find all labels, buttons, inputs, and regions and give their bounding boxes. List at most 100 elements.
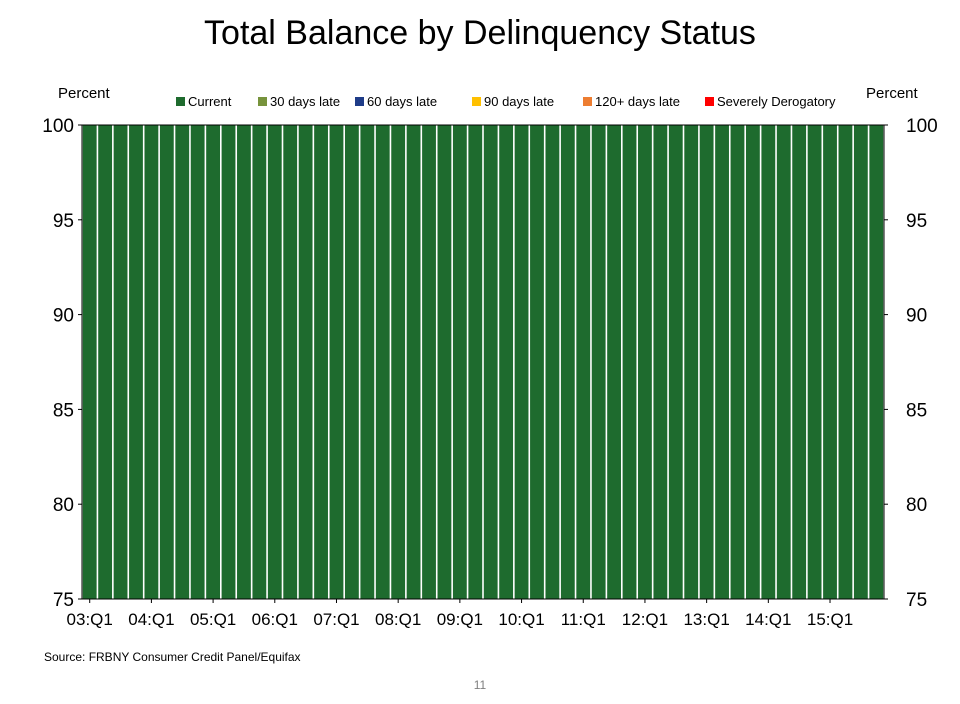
- legend-item: 30 days late: [258, 94, 340, 109]
- bar-segment: [98, 125, 113, 599]
- legend-label: 30 days late: [270, 94, 340, 109]
- axes: 75 75 80 80 85 85 90 90 95 95 100 100 03:Q1 04:Q1 05:Q…: [42, 116, 937, 629]
- bar-segment: [853, 125, 868, 599]
- y-tick-label-left: 85: [53, 400, 74, 421]
- bar-segment: [144, 125, 159, 599]
- legend-swatch: [176, 97, 185, 106]
- legend-item: Severely Derogatory: [705, 94, 836, 109]
- bar-segment: [452, 125, 467, 599]
- plot-frame: [81, 124, 885, 600]
- bar-segment: [406, 125, 421, 599]
- legend-label: 120+ days late: [595, 94, 680, 109]
- bar-segment: [175, 125, 190, 599]
- bar-segment: [329, 125, 344, 599]
- legend-item: 60 days late: [355, 94, 437, 109]
- bar-segment: [684, 125, 699, 599]
- bar-segment: [530, 125, 544, 599]
- y-tick-label-right: 100: [906, 116, 938, 137]
- legend-swatch: [583, 97, 592, 106]
- x-tick-label: 14:Q1: [745, 610, 791, 629]
- bar-segment: [761, 125, 776, 599]
- legend-swatch: [258, 97, 267, 106]
- source-note: Source: FRBNY Consumer Credit Panel/Equi…: [44, 650, 301, 664]
- y-tick-label-right: 90: [906, 306, 927, 327]
- y-axis-label-left: Percent: [58, 85, 111, 102]
- bar-segment: [560, 125, 575, 599]
- bar-segment: [113, 125, 128, 599]
- bar-segment: [129, 125, 143, 599]
- bar-segment: [82, 125, 97, 599]
- page-number: 11: [473, 678, 487, 692]
- legend-label: Severely Derogatory: [717, 94, 836, 109]
- legend-label: Current: [188, 94, 232, 109]
- bar-segment: [499, 125, 514, 599]
- bar-segment: [576, 125, 591, 599]
- x-tick-label: 10:Q1: [498, 610, 544, 629]
- bar-segment: [375, 125, 390, 599]
- bar-segment: [653, 125, 668, 599]
- bar-segment: [283, 125, 298, 599]
- bar-segment: [344, 125, 359, 599]
- bar-segment: [745, 125, 760, 599]
- bar-segment: [298, 125, 313, 599]
- bar-segment: [869, 125, 884, 599]
- y-tick-label-right: 95: [906, 211, 927, 232]
- x-tick-label: 03:Q1: [67, 610, 113, 629]
- y-tick-label-right: 85: [906, 400, 927, 421]
- bar-segment: [823, 125, 837, 599]
- y-tick-label-right: 80: [906, 495, 927, 516]
- bar-segment: [807, 125, 822, 599]
- legend-label: 60 days late: [367, 94, 437, 109]
- legend-item: Current: [176, 94, 232, 109]
- legend: Current 30 days late 60 days late 90 days l…: [176, 94, 836, 109]
- bar-segment: [437, 125, 452, 599]
- legend-swatch: [472, 97, 481, 106]
- legend-swatch: [355, 97, 364, 106]
- y-tick-label-left: 90: [53, 306, 74, 327]
- legend-item: 90 days late: [472, 94, 554, 109]
- bar-segment: [545, 125, 560, 599]
- bar-segment: [360, 125, 375, 599]
- bar-segment: [730, 125, 745, 599]
- x-tick-label: 12:Q1: [622, 610, 668, 629]
- x-tick-label: 06:Q1: [252, 610, 298, 629]
- bar-segment: [776, 125, 791, 599]
- bar-segment: [252, 125, 267, 599]
- x-tick-label: 07:Q1: [313, 610, 359, 629]
- y-tick-label-left: 100: [42, 116, 74, 137]
- x-tick-label: 11:Q1: [561, 610, 606, 629]
- legend-swatch: [705, 97, 714, 106]
- y-tick-label-left: 80: [53, 495, 74, 516]
- bar-segment: [190, 125, 205, 599]
- bar-series-group: [82, 125, 884, 599]
- bar-segment: [468, 125, 483, 599]
- x-tick-label: 13:Q1: [683, 610, 729, 629]
- bar-segment: [267, 125, 282, 599]
- y-tick-label-left: 75: [53, 590, 74, 611]
- bar-segment: [221, 125, 236, 599]
- bar-segment: [483, 125, 498, 599]
- bar-segment: [422, 125, 436, 599]
- bar-segment: [159, 125, 174, 599]
- y-tick-label-right: 75: [906, 590, 927, 611]
- chart-title: Total Balance by Delinquency Status: [204, 14, 756, 52]
- legend-item: 120+ days late: [583, 94, 680, 109]
- bar-segment: [514, 125, 529, 599]
- bar-segment: [607, 125, 621, 599]
- bar-segment: [237, 125, 251, 599]
- x-tick-label: 15:Q1: [807, 610, 853, 629]
- x-tick-label: 05:Q1: [190, 610, 236, 629]
- bar-segment: [638, 125, 652, 599]
- bar-segment: [699, 125, 714, 599]
- bar-segment: [591, 125, 606, 599]
- bar-segment: [622, 125, 637, 599]
- bar-segment: [391, 125, 406, 599]
- bar-segment: [314, 125, 328, 599]
- bar-segment: [715, 125, 729, 599]
- x-tick-label: 04:Q1: [128, 610, 174, 629]
- bar-segment: [206, 125, 220, 599]
- bar-segment: [838, 125, 853, 599]
- series-current: [82, 125, 884, 599]
- bar-segment: [792, 125, 807, 599]
